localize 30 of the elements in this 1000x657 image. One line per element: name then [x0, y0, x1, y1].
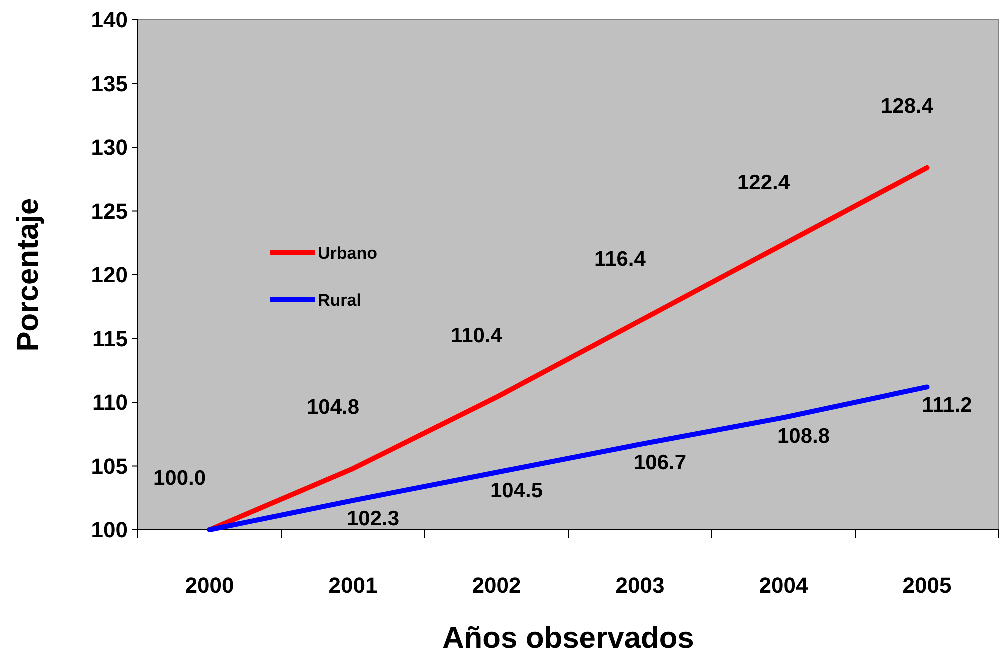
data-label: 128.4 [880, 94, 934, 118]
y-tick-label: 100 [91, 518, 128, 543]
x-tick-label: 2002 [472, 573, 522, 598]
x-tick-label: 2003 [616, 573, 665, 598]
legend-label: Rural [318, 290, 362, 310]
y-tick-label: 135 [91, 71, 128, 96]
data-label: 116.4 [594, 248, 646, 271]
y-axis-title: Porcentaje [12, 198, 45, 352]
y-tick-label: 130 [91, 135, 128, 160]
data-label: 122.4 [737, 171, 790, 194]
x-tick-label: 2004 [759, 573, 809, 598]
data-label: 102.3 [346, 508, 400, 531]
data-label: 110.4 [451, 324, 503, 348]
y-tick-label: 140 [91, 8, 128, 33]
data-label: 106.7 [634, 452, 687, 475]
y-tick-label: 115 [92, 326, 128, 352]
data-label: 108.8 [777, 424, 830, 448]
data-label: 104.5 [490, 480, 544, 503]
x-tick-label: 2000 [185, 573, 234, 598]
y-tick-label: 125 [91, 198, 128, 224]
legend-label: Urbano [318, 244, 378, 263]
data-label: 100.0 [153, 467, 206, 490]
x-tick-label: 2005 [902, 573, 952, 598]
y-tick-label: 110 [92, 390, 128, 416]
y-tick-label: 105 [91, 454, 128, 479]
data-label: 104.8 [306, 396, 360, 419]
y-tick-label: 120 [91, 262, 128, 288]
x-axis-title: Años observados [442, 622, 694, 655]
data-label: 111.2 [922, 394, 972, 418]
x-tick-label: 2001 [328, 573, 378, 598]
